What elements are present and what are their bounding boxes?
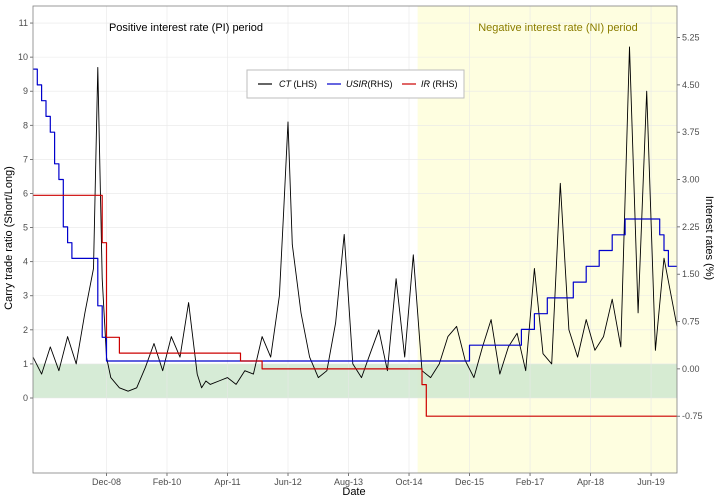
tick-label-right-3: 1.50: [682, 269, 700, 279]
y-axis-right-title: Interest rates (%): [703, 196, 715, 280]
axes: 0 1 2 3 4 5 6 7 8 9 10 11 -0.75 0.00 0.75 1.50 2.25 3.00 3…: [18, 5, 703, 487]
series-usir: [33, 68, 677, 362]
tick-label-x-0: Dec-08: [92, 477, 121, 487]
ni-period-label: Negative interest rate (NI) period: [478, 22, 638, 34]
tick-label-left-6: 6: [23, 188, 28, 198]
tick-label-x-6: Dec-15: [455, 477, 484, 487]
tick-label-right-4: 2.25: [682, 222, 700, 232]
plot-frame: [32, 5, 678, 474]
series-lines: [32, 46, 678, 417]
tick-label-x-3: Jun-12: [274, 477, 302, 487]
tick-label-right-8: 5.25: [682, 33, 700, 43]
legend-label-ct: CT (LHS): [279, 79, 317, 89]
tick-label-left-4: 4: [23, 257, 28, 267]
legend: CT (LHS) USIR(RHS) IR (RHS): [246, 69, 465, 99]
tick-label-right-2: 0.75: [682, 317, 700, 327]
line-ir: [33, 194, 677, 417]
legend-box: [246, 69, 465, 99]
tick-label-x-4: Aug-13: [334, 477, 363, 487]
tick-label-left-9: 9: [23, 86, 28, 96]
tick-label-right-7: 4.50: [682, 80, 700, 90]
tick-label-left-2: 2: [23, 325, 28, 335]
tick-label-left-5: 5: [23, 223, 28, 233]
series-ct: [32, 46, 678, 392]
tick-label-left-11: 11: [19, 18, 28, 28]
pi-period-label: Positive interest rate (PI) period: [109, 22, 263, 34]
y-axis-left-title: Carry trade ratio (Short/Long): [3, 166, 15, 310]
tick-label-left-3: 3: [23, 291, 28, 301]
grid: [33, 6, 677, 473]
tick-label-right-5: 3.00: [682, 175, 700, 185]
line-ct: [32, 46, 678, 392]
legend-label-ir: IR (RHS): [421, 79, 458, 89]
tick-label-left-0: 0: [23, 393, 28, 403]
tick-label-x-9: Jun-19: [637, 477, 665, 487]
tick-label-right-6: 3.75: [682, 127, 700, 137]
tick-label-x-1: Feb-10: [153, 477, 182, 487]
tick-label-x-2: Apr-11: [214, 477, 240, 487]
series-ir: [33, 194, 677, 417]
band-rect: [33, 363, 677, 399]
x-axis-title: Date: [342, 486, 365, 498]
tick-label-left-7: 7: [23, 154, 28, 164]
tick-label-right-1: 0.00: [682, 364, 700, 374]
reference-band: [33, 363, 677, 399]
region-labels: Positive interest rate (PI) period Negat…: [109, 22, 638, 34]
tick-label-x-7: Feb-17: [516, 477, 545, 487]
legend-label-usir: USIR(RHS): [346, 79, 393, 89]
tick-label-right-0: -0.75: [682, 411, 703, 421]
line-usir: [33, 68, 677, 362]
tick-label-left-1: 1: [23, 359, 28, 369]
tick-label-left-8: 8: [23, 120, 28, 130]
tick-label-x-8: Apr-18: [577, 477, 604, 487]
tick-label-left-10: 10: [18, 52, 28, 62]
tick-label-x-5: Oct-14: [396, 477, 423, 487]
